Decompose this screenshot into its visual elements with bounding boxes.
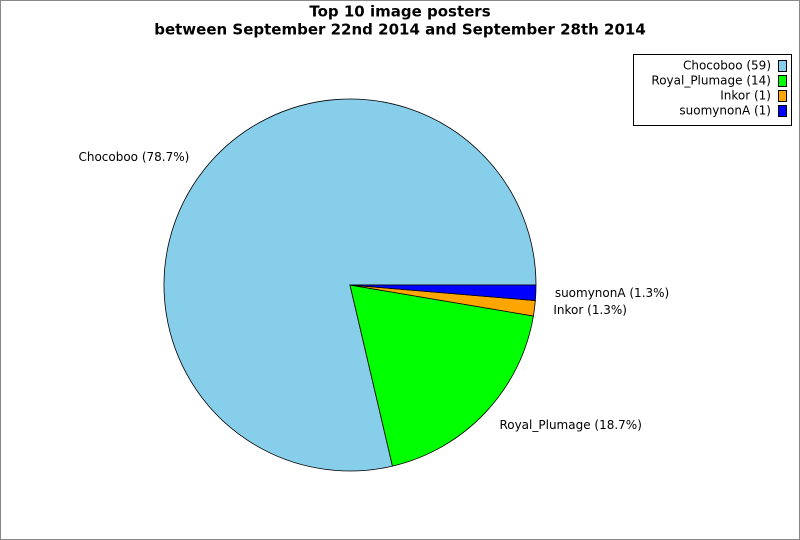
chart-subtitle: between September 22nd 2014 and Septembe… [154, 21, 646, 39]
legend-label: suomynonA (1) [679, 104, 771, 118]
legend-swatch [778, 105, 787, 117]
slice-label: suomynonA (1.3%) [555, 286, 669, 300]
chart-title: Top 10 image posters [309, 3, 490, 21]
legend-swatch [778, 60, 787, 72]
legend-label: Chocoboo (59) [683, 59, 771, 73]
pie-slice [163, 98, 537, 472]
slice-label: Chocoboo (78.7%) [78, 150, 189, 164]
slice-label: Royal_Plumage (18.7%) [499, 418, 641, 432]
legend-swatch [778, 90, 787, 102]
pie-slice [349, 284, 537, 301]
legend-swatch [778, 75, 787, 87]
slice-label: Inkor (1.3%) [553, 303, 627, 317]
legend-label: Royal_Plumage (14) [651, 74, 771, 88]
legend-box [633, 54, 792, 126]
pie-slice [349, 284, 534, 467]
legend-label: Inkor (1) [720, 89, 771, 103]
